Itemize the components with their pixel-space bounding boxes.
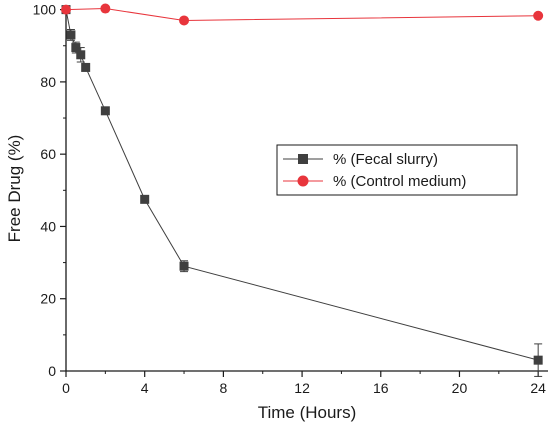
y-tick-label: 60	[40, 146, 56, 162]
x-tick-label: 8	[219, 380, 227, 396]
legend-marker	[297, 175, 309, 187]
legend-label: % (Control medium)	[333, 173, 466, 190]
data-point	[71, 43, 81, 53]
data-point	[76, 50, 86, 60]
series-control-medium	[61, 3, 544, 26]
y-tick-label: 100	[33, 2, 57, 18]
axes: 0 4 8 12 16 20 24 0 20 40 60 80 100	[33, 2, 548, 396]
data-point	[533, 10, 544, 21]
data-point	[100, 106, 110, 116]
legend: % (Fecal slurry) % (Control medium)	[276, 144, 518, 196]
x-tick-label: 12	[294, 380, 310, 396]
data-point	[100, 3, 111, 14]
x-tick-label: 0	[62, 380, 70, 396]
x-axis-title: Time (Hours)	[258, 403, 357, 422]
data-point	[140, 194, 150, 204]
data-point	[61, 4, 71, 15]
x-tick-label: 24	[530, 380, 546, 396]
y-tick-label: 20	[40, 291, 56, 307]
x-tick-label: 16	[373, 380, 389, 396]
data-point	[81, 62, 91, 72]
y-tick-label: 40	[40, 218, 56, 234]
y-tick-label: 80	[40, 74, 56, 90]
x-tick-label: 4	[141, 380, 149, 396]
legend-marker	[298, 154, 308, 164]
series-line	[65, 8, 539, 21]
legend-box	[276, 144, 518, 196]
data-point	[179, 261, 189, 271]
y-tick-label: 0	[48, 363, 56, 379]
x-tick-label: 20	[452, 380, 468, 396]
y-axis-title: Free Drug (%)	[5, 135, 24, 243]
data-point	[179, 15, 190, 26]
data-point	[533, 355, 543, 365]
legend-label: % (Fecal slurry)	[333, 151, 438, 168]
data-point	[66, 30, 76, 40]
series-layer	[61, 3, 544, 377]
